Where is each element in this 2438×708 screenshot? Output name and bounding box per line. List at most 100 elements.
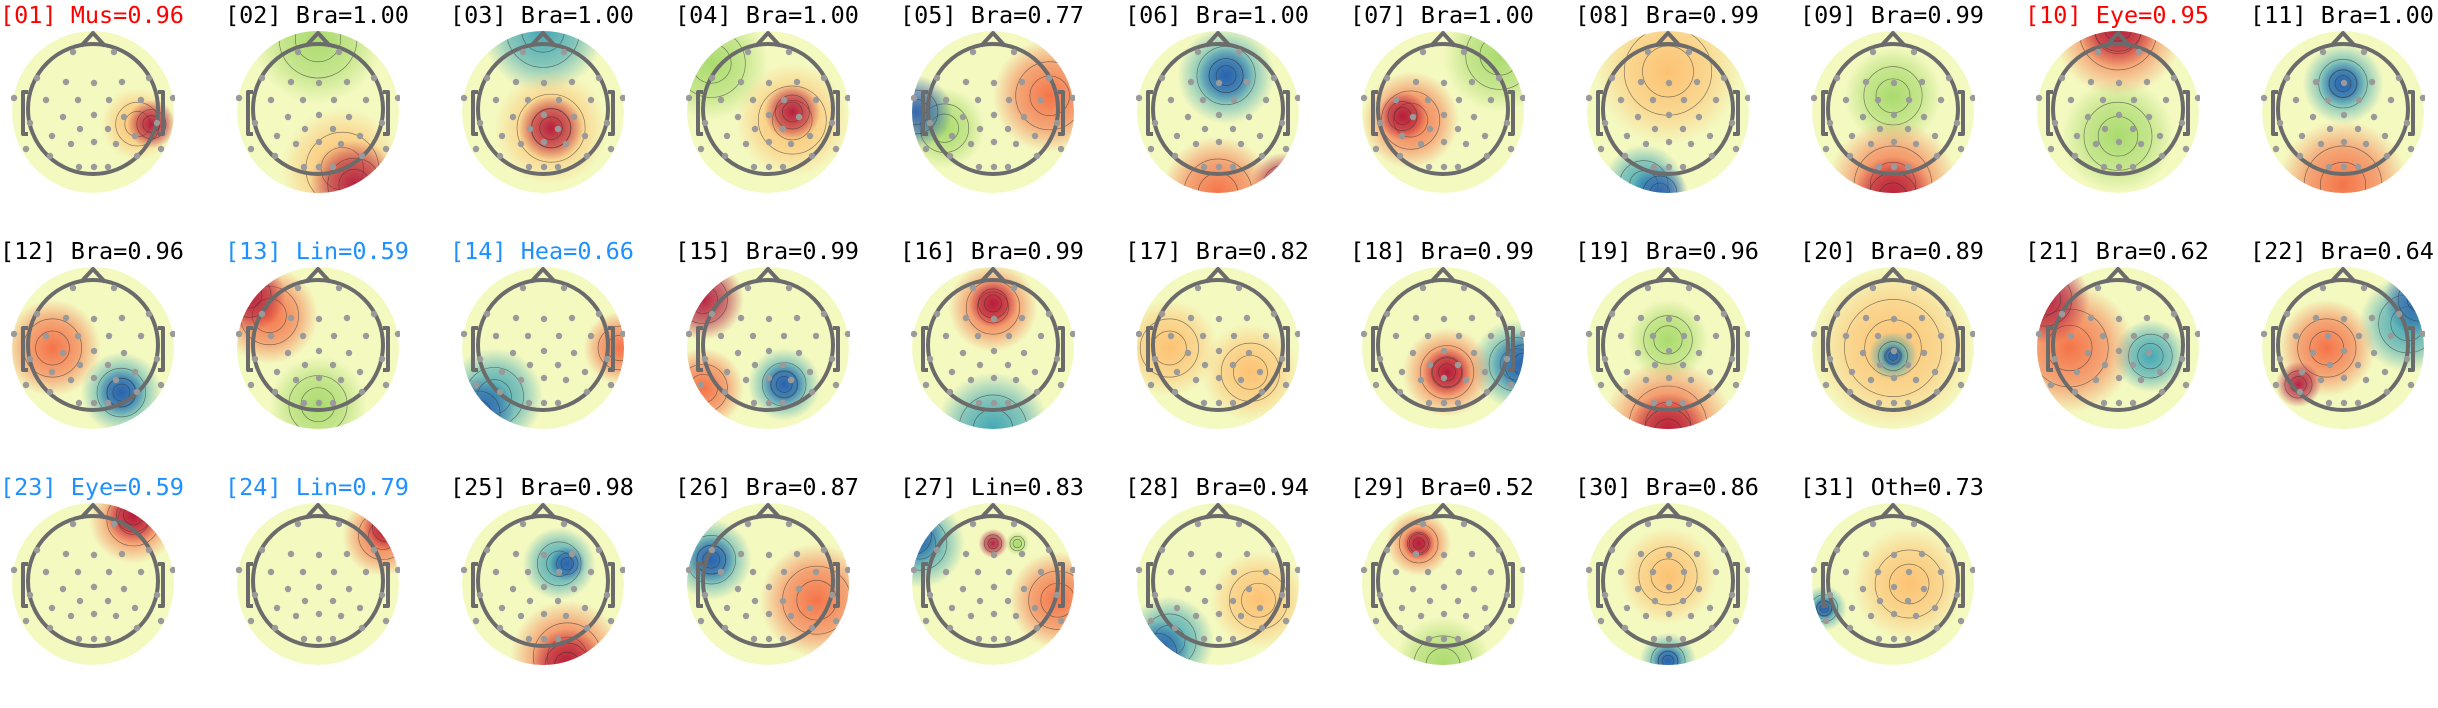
sensor-marker (76, 597, 84, 605)
sensor-marker (990, 610, 998, 618)
sensor-marker (1440, 551, 1448, 559)
sensor-marker (358, 388, 366, 396)
sensor-marker (568, 78, 576, 86)
sensor-marker (603, 119, 611, 127)
sensor-marker (2182, 145, 2190, 153)
sensor-marker (362, 568, 370, 576)
sensor-marker (2340, 138, 2348, 146)
topomap (1136, 31, 1300, 193)
contour-line (560, 557, 574, 571)
sensor-marker (2340, 163, 2348, 171)
sensor-marker (554, 163, 562, 171)
sensor-marker (686, 94, 693, 102)
sensor-marker (1931, 368, 1939, 376)
sensor-marker (2368, 314, 2376, 322)
component-cell: [24] Lin=0.79 (225, 472, 450, 708)
contour-line (2078, 31, 2158, 71)
sensor-marker (2047, 381, 2055, 389)
sensor-marker (299, 96, 307, 104)
sensor-marker (969, 48, 977, 56)
sensor-marker (2051, 355, 2059, 363)
sensor-marker (48, 368, 56, 376)
sensor-marker (1644, 520, 1652, 528)
sensor-marker (990, 315, 998, 323)
sensor-marker (1644, 284, 1652, 292)
sensor-marker (1507, 381, 1515, 389)
sensor-marker (2419, 94, 2425, 102)
sensor-marker (603, 355, 611, 363)
contour-line (2103, 31, 2133, 42)
sensor-marker (1199, 96, 1207, 104)
sensor-marker (1215, 138, 1223, 146)
sensor-marker (526, 125, 534, 133)
sensor-marker (76, 361, 84, 369)
sensor-marker (583, 624, 591, 632)
sensor-marker (1057, 381, 1065, 389)
topomap (911, 503, 1075, 665)
sensor-marker (2092, 140, 2100, 148)
sensor-marker (1215, 551, 1223, 559)
topomap (686, 31, 850, 193)
sensor-marker (1483, 152, 1491, 160)
sensor-marker (512, 314, 520, 322)
sensor-marker (1468, 550, 1476, 558)
sensor-marker (345, 349, 353, 357)
sensor-marker (273, 132, 281, 140)
sensor-marker (911, 330, 918, 338)
activation-region (1005, 531, 1030, 556)
sensor-marker (779, 399, 787, 407)
sensor-marker (990, 635, 998, 643)
sensor-marker (1136, 566, 1143, 574)
head-outline (21, 503, 165, 648)
sensor-marker (967, 140, 975, 148)
sensor-marker (153, 119, 161, 127)
sensor-marker (2362, 376, 2370, 384)
sensor-marker (112, 140, 120, 148)
sensor-marker (524, 568, 532, 576)
sensor-marker (1005, 332, 1013, 340)
sensor-marker (2047, 145, 2055, 153)
sensor-marker (2115, 111, 2123, 119)
sensor-marker (525, 163, 533, 171)
sensor-marker (779, 163, 787, 171)
sensor-marker (1256, 132, 1264, 140)
sensor-marker (1057, 145, 1065, 153)
sensor-marker (581, 604, 589, 612)
sensor-marker (131, 368, 139, 376)
contour-line (2297, 318, 2357, 378)
sensor-marker (1867, 140, 1875, 148)
sensor-marker (1890, 79, 1898, 87)
sensor-marker (145, 546, 153, 554)
sensor-marker (1945, 546, 1953, 554)
sensor-marker (734, 113, 742, 121)
head-outline (1821, 503, 1965, 648)
sensor-marker (271, 152, 279, 160)
sensor-marker (1586, 94, 1593, 102)
sensor-marker (832, 145, 840, 153)
sensor-marker (1010, 520, 1018, 528)
sensor-marker (717, 568, 725, 576)
sensor-marker (1680, 96, 1688, 104)
sensor-marker (1147, 145, 1155, 153)
activation-region (1378, 91, 1427, 141)
component-cell: [23] Eye=0.59 (0, 472, 225, 708)
sensor-marker (990, 111, 998, 119)
sensor-marker (1187, 78, 1195, 86)
sensor-marker (1957, 145, 1965, 153)
sensor-marker (1732, 381, 1740, 389)
sensor-marker (378, 591, 386, 599)
component-cell: [05] Bra=0.77 (900, 0, 1125, 236)
sensor-marker (2101, 361, 2109, 369)
sensor-marker (1235, 520, 1243, 528)
activation-region (687, 348, 744, 429)
sensor-marker (1862, 550, 1870, 558)
sensor-marker (1601, 119, 1609, 127)
sensor-marker (292, 376, 300, 384)
component-cell: [21] Bra=0.62 (2025, 236, 2250, 472)
sensor-marker (1931, 604, 1939, 612)
sensor-marker (2158, 152, 2166, 160)
component-title: [03] Bra=1.00 (450, 1, 634, 29)
sensor-marker (1033, 388, 1041, 396)
component-cell: [14] Hea=0.66 (450, 236, 675, 472)
sensor-marker (2319, 284, 2327, 292)
